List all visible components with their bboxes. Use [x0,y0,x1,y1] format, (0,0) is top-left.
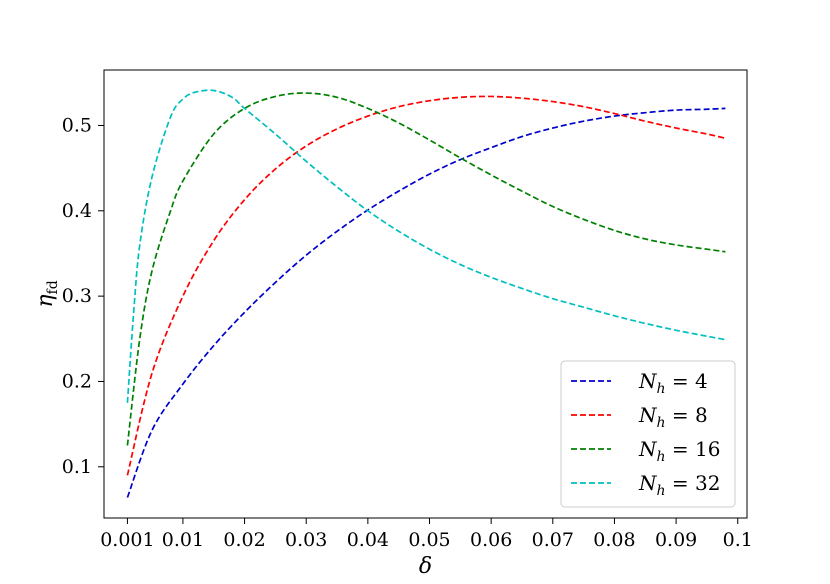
x-tick-label: 0.001 [100,529,154,551]
x-tick-label: 0.09 [655,529,697,551]
x-axis-label: δ [419,554,432,579]
legend-label: Nh = 4 [638,369,708,397]
ticks-layer: 0.001 0.01 0.02 0.03 0.04 0.05 0.06 0.07 0.08 0.0… [62,114,753,551]
legend-box [560,360,736,508]
legend: Nh = 4 Nh = 8 Nh = 16 Nh = 32 [560,360,736,508]
y-tick-label: 0.3 [62,285,92,307]
y-tick-label: 0.2 [62,370,92,392]
x-tick-label: 0.08 [593,529,635,551]
series-line-3 [126,92,726,446]
series-line-4 [126,89,726,403]
legend-entry: Nh = 8 [571,403,708,431]
legend-entry: Nh = 16 [571,437,720,465]
legend-label: Nh = 16 [638,437,720,465]
x-tick-label: 0.06 [470,529,512,551]
series-layer [126,89,726,498]
legend-entry: Nh = 32 [571,471,720,499]
series-line-2 [126,95,726,476]
x-tick-label: 0.01 [162,529,204,551]
x-tick-label: 0.05 [408,529,450,551]
x-tick-label: 0.03 [285,529,327,551]
x-tick-label: 0.02 [223,529,265,551]
x-tick-label: 0.04 [347,529,389,551]
legend-label: Nh = 32 [638,471,720,499]
y-tick-label: 0.4 [62,200,92,222]
y-tick-label: 0.1 [62,456,92,478]
x-tick-label: 0.1 [723,529,753,551]
series-line-1 [126,107,726,498]
y-tick-label: 0.5 [62,114,92,136]
y-axis-label-subscript: fd [45,280,61,294]
axes-frame [103,69,748,519]
x-tick-label: 0.07 [532,529,574,551]
legend-label: Nh = 8 [638,403,708,431]
y-axis-label: ηfd [33,280,61,307]
y-axis-label-main: η [33,294,58,307]
legend-entry: Nh = 4 [571,369,708,397]
